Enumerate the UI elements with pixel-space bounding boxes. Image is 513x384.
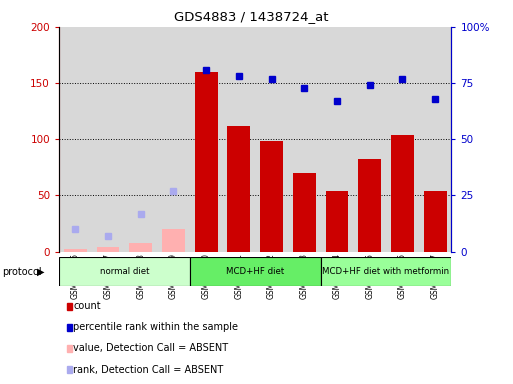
Bar	[162, 229, 185, 252]
Bar	[195, 72, 218, 252]
Bar	[321, 27, 353, 252]
Bar	[260, 141, 283, 252]
Text: percentile rank within the sample: percentile rank within the sample	[73, 322, 238, 333]
Bar	[223, 27, 255, 252]
Text: rank, Detection Call = ABSENT: rank, Detection Call = ABSENT	[73, 364, 223, 375]
Bar	[157, 27, 190, 252]
Bar	[321, 257, 451, 286]
Text: value, Detection Call = ABSENT: value, Detection Call = ABSENT	[73, 343, 228, 354]
Bar	[288, 27, 321, 252]
Bar	[190, 257, 321, 286]
Bar	[96, 247, 120, 252]
Text: ▶: ▶	[37, 266, 45, 277]
Bar	[92, 27, 124, 252]
Bar	[391, 135, 414, 252]
Bar	[129, 243, 152, 252]
Bar	[64, 249, 87, 252]
Bar	[293, 173, 315, 252]
Bar	[227, 126, 250, 252]
Bar	[353, 27, 386, 252]
Bar	[419, 27, 451, 252]
Text: normal diet: normal diet	[100, 267, 149, 276]
Text: protocol: protocol	[3, 266, 42, 277]
Bar	[424, 191, 446, 252]
Bar	[190, 27, 223, 252]
Bar	[326, 191, 348, 252]
Bar	[358, 159, 381, 252]
Bar	[124, 27, 157, 252]
Bar	[255, 27, 288, 252]
Text: MCD+HF diet: MCD+HF diet	[226, 267, 284, 276]
Bar	[59, 27, 92, 252]
Bar	[59, 257, 190, 286]
Text: count: count	[73, 301, 101, 311]
Text: GDS4883 / 1438724_at: GDS4883 / 1438724_at	[174, 10, 329, 23]
Text: MCD+HF diet with metformin: MCD+HF diet with metformin	[323, 267, 449, 276]
Bar	[386, 27, 419, 252]
